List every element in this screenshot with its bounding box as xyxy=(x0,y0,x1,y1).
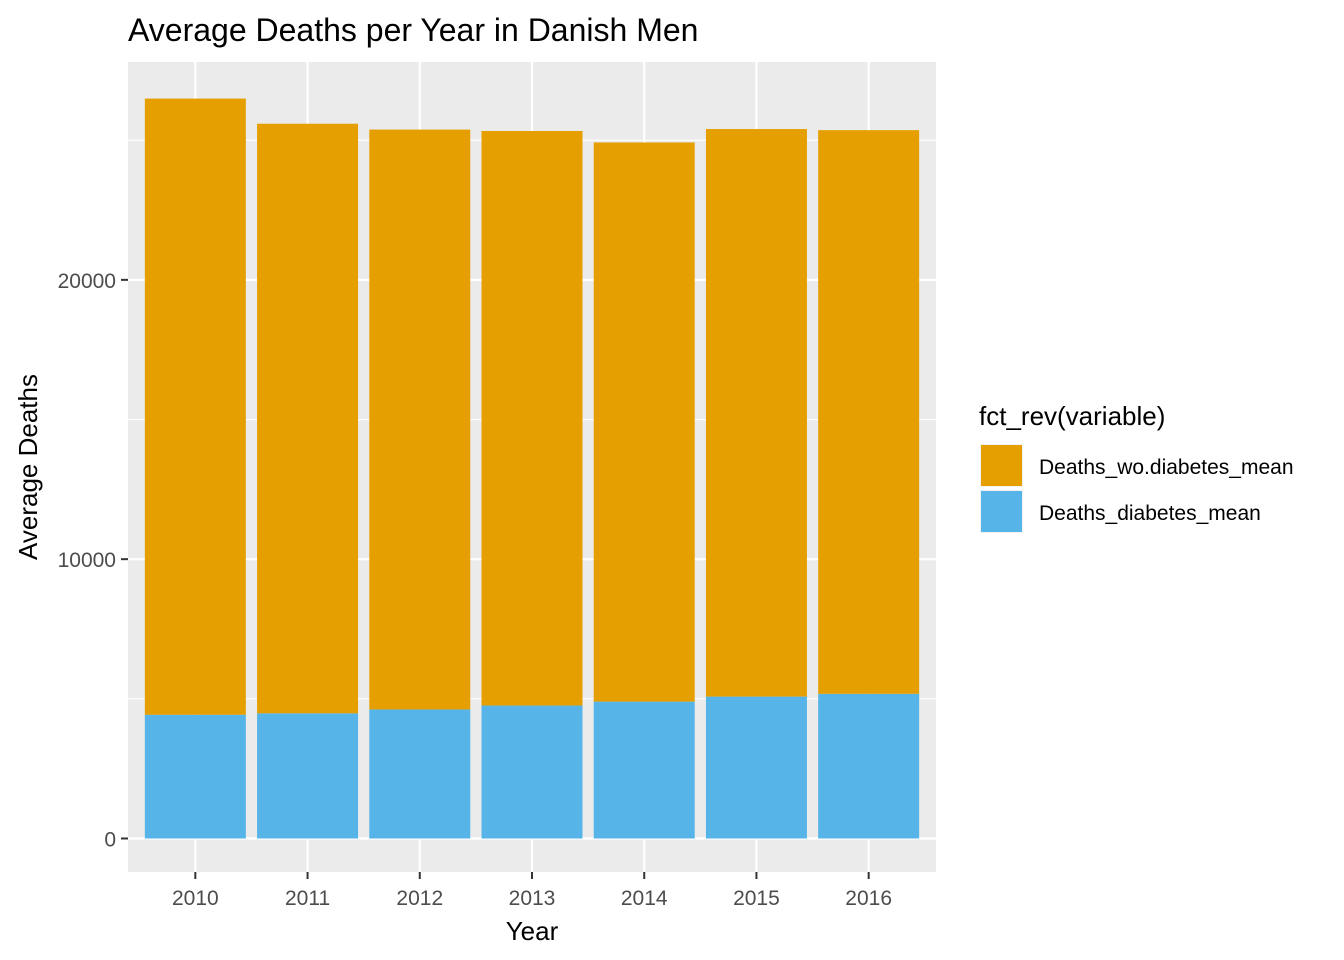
bar-Deaths_diabetes_mean-2012 xyxy=(369,709,471,839)
y-tick-label: 20000 xyxy=(58,270,116,293)
bar-Deaths_diabetes_mean-2015 xyxy=(705,696,807,839)
bar-Deaths_diabetes_mean-2011 xyxy=(257,713,359,839)
x-tick-label: 2016 xyxy=(845,887,892,910)
x-tick-label: 2011 xyxy=(285,887,330,910)
y-tick-label: 0 xyxy=(104,828,116,851)
x-tick-label: 2010 xyxy=(172,887,219,910)
legend-swatch-Deaths_wo.diabetes_mean xyxy=(981,445,1022,486)
bar-Deaths_wo.diabetes_mean-2013 xyxy=(481,130,583,706)
bar-Deaths_diabetes_mean-2016 xyxy=(818,693,920,839)
x-axis-label: Year xyxy=(506,916,559,946)
bar-Deaths_diabetes_mean-2010 xyxy=(144,714,246,839)
legend: fct_rev(variable) Deaths_wo.diabetes_mea… xyxy=(979,401,1294,533)
bar-Deaths_wo.diabetes_mean-2012 xyxy=(369,129,471,710)
bar-Deaths_wo.diabetes_mean-2011 xyxy=(257,123,359,714)
x-tick-label: 2014 xyxy=(621,887,668,910)
bar-Deaths_wo.diabetes_mean-2010 xyxy=(144,98,246,715)
chart-title: Average Deaths per Year in Danish Men xyxy=(128,12,698,48)
y-tick-label: 10000 xyxy=(58,549,116,572)
y-axis-label: Average Deaths xyxy=(13,374,43,560)
x-axis: 2010 2011 2012 2013 2014 2015 2016 xyxy=(172,872,892,910)
bar-Deaths_diabetes_mean-2013 xyxy=(481,705,583,839)
x-tick-label: 2013 xyxy=(509,887,556,910)
legend-title: fct_rev(variable) xyxy=(979,401,1165,431)
legend-entries: Deaths_wo.diabetes_mean Deaths_diabetes_m… xyxy=(980,444,1294,533)
legend-swatch-Deaths_diabetes_mean xyxy=(981,491,1022,532)
y-axis: 0 10000 20000 xyxy=(58,270,128,851)
legend-label: Deaths_wo.diabetes_mean xyxy=(1039,456,1294,479)
legend-label: Deaths_diabetes_mean xyxy=(1039,502,1261,525)
bars xyxy=(144,98,920,839)
x-tick-label: 2015 xyxy=(733,887,780,910)
bar-Deaths_wo.diabetes_mean-2015 xyxy=(705,129,807,697)
bar-Deaths_wo.diabetes_mean-2014 xyxy=(593,142,695,702)
bar-Deaths_wo.diabetes_mean-2016 xyxy=(818,130,920,694)
x-tick-label: 2012 xyxy=(396,887,443,910)
bar-Deaths_diabetes_mean-2014 xyxy=(593,701,695,839)
